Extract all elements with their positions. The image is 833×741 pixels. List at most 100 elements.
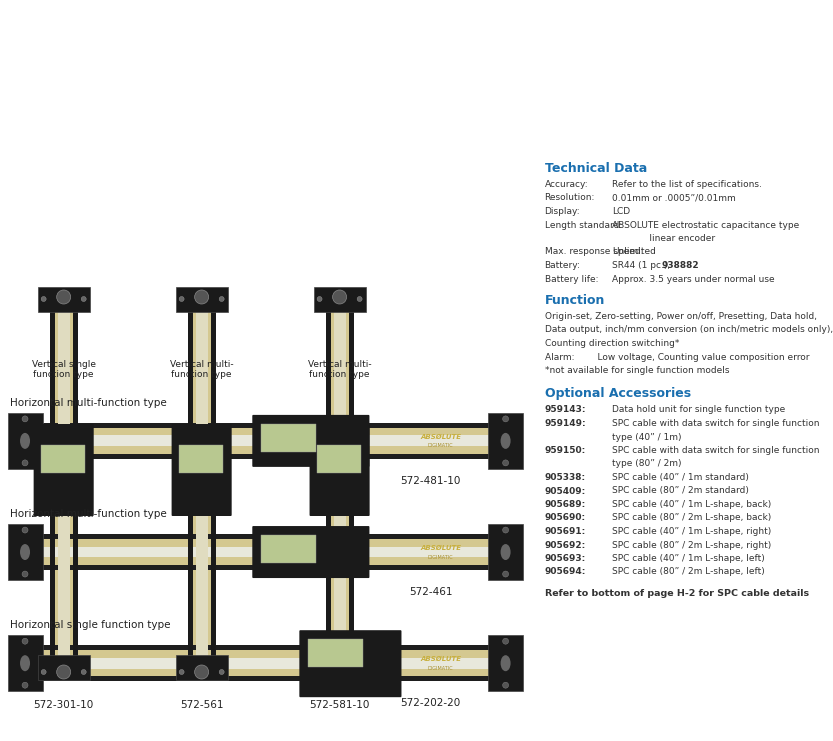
Text: Display:: Display:: [545, 207, 581, 216]
Bar: [330, 305, 350, 660]
Bar: [38, 427, 492, 455]
FancyBboxPatch shape: [299, 630, 402, 697]
Bar: [487, 413, 522, 469]
Text: SPC cable (40” / 1m L-shape, back): SPC cable (40” / 1m L-shape, back): [612, 500, 771, 509]
Circle shape: [502, 416, 509, 422]
FancyBboxPatch shape: [252, 415, 369, 467]
Text: Vertical single
function type: Vertical single function type: [32, 360, 96, 379]
Text: 905690:: 905690:: [545, 514, 586, 522]
Text: DIGIMATIC: DIGIMATIC: [427, 665, 453, 671]
Circle shape: [317, 670, 322, 674]
Text: 905692:: 905692:: [545, 540, 586, 550]
Ellipse shape: [501, 655, 511, 671]
Circle shape: [195, 665, 208, 679]
Text: ABSOLUTE electrostatic capacitance type: ABSOLUTE electrostatic capacitance type: [612, 221, 800, 230]
Bar: [8, 413, 43, 469]
Ellipse shape: [501, 433, 511, 449]
Text: *not available for single function models: *not available for single function model…: [545, 366, 729, 375]
Bar: [196, 305, 207, 660]
Bar: [326, 305, 331, 660]
Bar: [176, 287, 227, 312]
Bar: [262, 535, 317, 563]
Circle shape: [22, 638, 28, 644]
Bar: [38, 645, 492, 650]
Text: SPC cable (40” / 1m L-shape, right): SPC cable (40” / 1m L-shape, right): [612, 527, 771, 536]
Ellipse shape: [501, 544, 511, 560]
Bar: [313, 287, 366, 312]
Bar: [487, 524, 522, 580]
Circle shape: [357, 670, 362, 674]
Text: ABSØLUTE: ABSØLUTE: [420, 657, 461, 662]
Text: Optional Accessories: Optional Accessories: [545, 388, 691, 400]
FancyBboxPatch shape: [172, 424, 232, 516]
Text: 905694:: 905694:: [545, 568, 586, 576]
Text: Refer to bottom of page H-2 for SPC cable details: Refer to bottom of page H-2 for SPC cabl…: [545, 589, 809, 598]
Text: type (40” / 1m): type (40” / 1m): [612, 433, 682, 442]
Bar: [313, 655, 366, 680]
Circle shape: [332, 665, 347, 679]
Text: Origin-set, Zero-setting, Power on/off, Presetting, Data hold,: Origin-set, Zero-setting, Power on/off, …: [545, 312, 816, 321]
Text: Length standard:: Length standard:: [545, 221, 622, 230]
Bar: [308, 639, 363, 667]
Bar: [176, 655, 227, 680]
Bar: [333, 305, 346, 660]
Bar: [38, 423, 492, 428]
Circle shape: [357, 296, 362, 302]
Text: Approx. 3.5 years under normal use: Approx. 3.5 years under normal use: [612, 274, 775, 284]
Circle shape: [502, 682, 509, 688]
Text: Alarm:        Low voltage, Counting value composition error: Alarm: Low voltage, Counting value compo…: [545, 353, 809, 362]
Circle shape: [195, 290, 208, 304]
Text: SPC cable with data switch for single function: SPC cable with data switch for single fu…: [612, 446, 820, 455]
Bar: [262, 424, 317, 452]
Text: 905689:: 905689:: [545, 500, 586, 509]
Bar: [187, 305, 192, 660]
Text: SPC cable (80” / 2m L-shape, back): SPC cable (80” / 2m L-shape, back): [612, 514, 771, 522]
Bar: [38, 565, 492, 570]
Text: Unlimited: Unlimited: [612, 247, 656, 256]
Text: 572-561: 572-561: [180, 700, 223, 710]
Circle shape: [41, 296, 46, 302]
Bar: [37, 655, 90, 680]
Bar: [192, 305, 212, 660]
Text: LCD: LCD: [612, 207, 631, 216]
Text: SPC cable (80” / 2m L-shape, right): SPC cable (80” / 2m L-shape, right): [612, 540, 771, 550]
Circle shape: [502, 638, 509, 644]
Bar: [57, 305, 70, 660]
Text: 572-481-10: 572-481-10: [401, 476, 461, 486]
FancyBboxPatch shape: [310, 424, 370, 516]
Text: Vertical multi-
function type: Vertical multi- function type: [307, 360, 372, 379]
Text: Technical Data: Technical Data: [545, 162, 647, 175]
Text: 905409:: 905409:: [545, 487, 586, 496]
Circle shape: [219, 670, 224, 674]
Text: SPC cable (80” / 2m L-shape, left): SPC cable (80” / 2m L-shape, left): [612, 568, 766, 576]
Text: ABSØLUTE: ABSØLUTE: [420, 434, 461, 440]
Text: DIGIMATIC: DIGIMATIC: [427, 443, 453, 448]
Circle shape: [179, 670, 184, 674]
Circle shape: [57, 665, 71, 679]
Bar: [72, 305, 77, 660]
Text: Accuracy:: Accuracy:: [545, 180, 588, 189]
Text: Refer to the list of specifications.: Refer to the list of specifications.: [612, 180, 762, 189]
Text: type (80” / 2m): type (80” / 2m): [612, 459, 682, 468]
Text: 572-461: 572-461: [409, 587, 452, 597]
Bar: [348, 305, 354, 660]
Text: ABSØLUTE: ABSØLUTE: [420, 545, 461, 551]
Bar: [211, 305, 216, 660]
Bar: [37, 287, 90, 312]
Circle shape: [81, 670, 86, 674]
Circle shape: [502, 460, 509, 466]
Text: 905691:: 905691:: [545, 527, 586, 536]
Bar: [38, 649, 492, 677]
Text: linear encoder: linear encoder: [612, 234, 716, 243]
Text: Data output, inch/mm conversion (on inch/metric models only),: Data output, inch/mm conversion (on inch…: [545, 325, 833, 334]
Text: SPC cable (40” / 1m L-shape, left): SPC cable (40” / 1m L-shape, left): [612, 554, 766, 563]
Circle shape: [502, 527, 509, 533]
Bar: [38, 547, 492, 557]
Circle shape: [317, 296, 322, 302]
Bar: [487, 635, 522, 691]
Text: 572-581-10: 572-581-10: [309, 700, 370, 710]
Bar: [41, 445, 85, 473]
Circle shape: [22, 416, 28, 422]
Circle shape: [22, 682, 28, 688]
Circle shape: [219, 296, 224, 302]
